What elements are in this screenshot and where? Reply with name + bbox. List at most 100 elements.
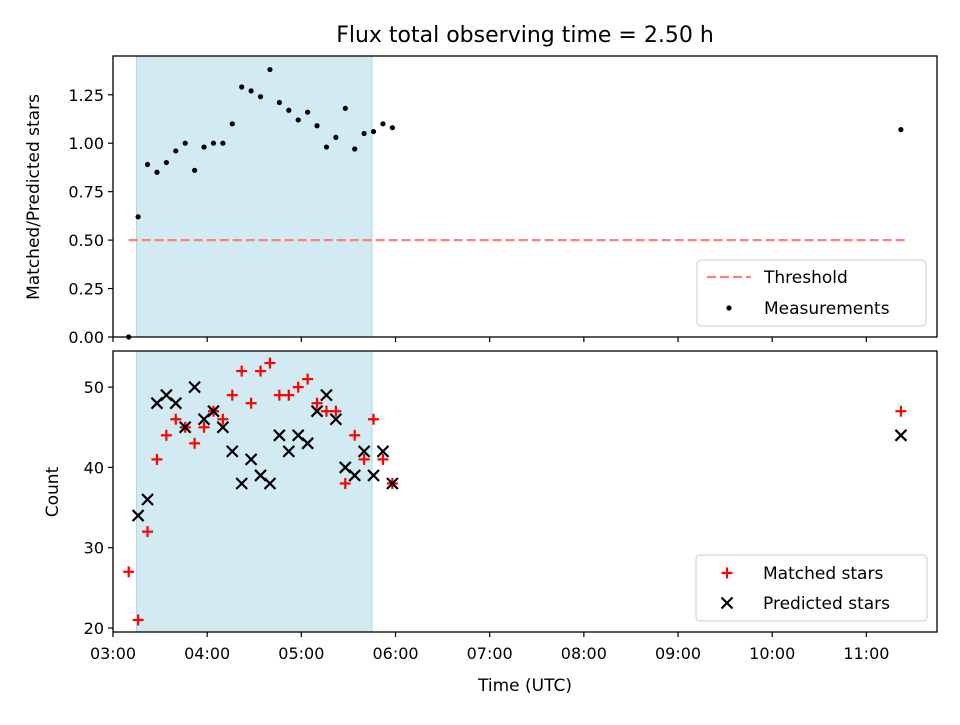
predicted-star-point — [329, 412, 343, 426]
bottom-y-ticks: 20 30 40 50 — [84, 378, 113, 638]
matched-star-point — [330, 405, 342, 417]
top-x-ticks — [112, 337, 867, 342]
x-axis-label: Time (UTC) — [477, 676, 572, 696]
predicted-stars-points — [131, 380, 908, 522]
bottom-x-ticks: 03:00 04:00 05:00 06:00 07:00 08:00 09:00 10:00… — [90, 632, 889, 663]
legend-predicted-label: Predicted stars — [763, 594, 890, 614]
predicted-star-point — [357, 445, 371, 458]
matched-star-point — [151, 453, 163, 465]
x-tick-label: 08:00 — [561, 644, 607, 663]
predicted-star-point — [348, 469, 361, 482]
measurement-point — [276, 99, 282, 106]
measurement-point — [323, 144, 330, 150]
predicted-star-point — [131, 509, 145, 522]
bottom-shaded-region — [136, 350, 373, 633]
top-shaded-region — [136, 55, 373, 338]
predicted-star-point — [263, 477, 277, 490]
matched-star-point — [160, 429, 172, 441]
top-axes-frame — [112, 55, 938, 338]
chart-title: Flux total observing time = 2.50 h — [336, 23, 714, 48]
x-tick-label: 04:00 — [184, 644, 230, 663]
predicted-star-point — [282, 445, 296, 458]
measurement-point — [314, 123, 320, 129]
matched-star-point — [368, 413, 380, 425]
matched-star-point — [236, 365, 248, 377]
y-tick-label: 20 — [84, 619, 104, 638]
predicted-star-point — [310, 404, 324, 418]
matched-star-point — [358, 453, 370, 465]
shaded-region-rect — [136, 350, 373, 633]
predicted-star-point — [386, 477, 399, 490]
measurement-point — [257, 94, 264, 100]
matched-star-point — [320, 405, 332, 417]
predicted-star-point — [207, 404, 220, 418]
measurement-point — [210, 140, 217, 146]
matched-star-point — [349, 429, 361, 441]
measurement-point — [144, 161, 151, 168]
bottom-legend-box — [695, 554, 928, 622]
bottom-legend: Matched stars Predicted stars — [695, 554, 928, 622]
matched-star-point — [226, 389, 238, 401]
x-tick-label: 03:00 — [90, 644, 136, 663]
measurement-point — [380, 121, 386, 127]
matched-star-point — [264, 357, 276, 369]
matched-star-point — [302, 373, 314, 385]
legend-measurements-label: Measurements — [764, 299, 890, 319]
matched-star-point — [217, 413, 229, 425]
shaded-region-rect — [136, 55, 373, 338]
measurement-point — [135, 214, 141, 220]
top-panel: 0.00 0.25 0.50 0.75 1.00 1.25 Matched/Predict… — [24, 55, 938, 347]
legend-predicted-swatch — [720, 596, 734, 610]
measurement-point — [192, 167, 198, 173]
matched-star-point — [273, 389, 285, 401]
legend-predicted-marker — [720, 596, 734, 610]
legend-matched-swatch — [721, 567, 733, 579]
predicted-star-point — [178, 420, 192, 434]
y-tick-label: 0.75 — [68, 183, 104, 202]
matched-star-point — [142, 526, 154, 538]
matched-star-point — [132, 614, 144, 626]
y-tick-label: 30 — [84, 539, 104, 558]
matched-star-point — [198, 421, 210, 433]
measurement-point — [220, 140, 226, 146]
matched-star-point — [292, 381, 304, 393]
predicted-star-point — [141, 493, 154, 506]
measurement-point — [333, 134, 339, 140]
measurement-point — [361, 130, 367, 137]
legend-matched-marker — [721, 567, 733, 579]
predicted-star-point — [320, 388, 333, 402]
x-tick-label: 09:00 — [655, 644, 701, 663]
measurement-point — [154, 169, 160, 175]
bottom-y-axis-label: Count — [43, 466, 63, 517]
y-tick-label: 40 — [84, 458, 104, 477]
predicted-star-point — [244, 453, 258, 466]
top-series-points — [126, 66, 904, 340]
predicted-star-point — [273, 429, 286, 442]
y-tick-label: 0.50 — [68, 231, 104, 250]
matched-star-point — [283, 389, 295, 401]
measurement-point — [229, 121, 235, 127]
matched-star-point — [123, 566, 135, 578]
matched-star-point — [255, 365, 267, 377]
matched-star-point — [170, 413, 182, 425]
y-tick-label: 50 — [84, 378, 104, 397]
measurement-point — [267, 66, 273, 73]
predicted-star-point — [216, 420, 230, 434]
matched-star-point — [339, 477, 351, 489]
predicted-star-point — [188, 380, 201, 394]
measurement-point — [182, 140, 188, 146]
x-tick-label: 10:00 — [749, 644, 795, 663]
predicted-star-point — [367, 469, 380, 482]
x-tick-label: 05:00 — [278, 644, 324, 663]
matched-star-point — [189, 437, 201, 449]
measurement-point — [370, 128, 377, 135]
measurement-point — [173, 148, 179, 154]
legend-measurements-swatch — [726, 305, 732, 311]
top-y-axis-label: Matched/Predicted stars — [24, 94, 44, 300]
x-tick-label: 06:00 — [372, 644, 418, 663]
top-y-ticks: 0.00 0.25 0.50 0.75 1.00 1.25 — [68, 86, 113, 347]
matched-star-point — [311, 397, 323, 409]
measurement-point — [352, 146, 358, 152]
